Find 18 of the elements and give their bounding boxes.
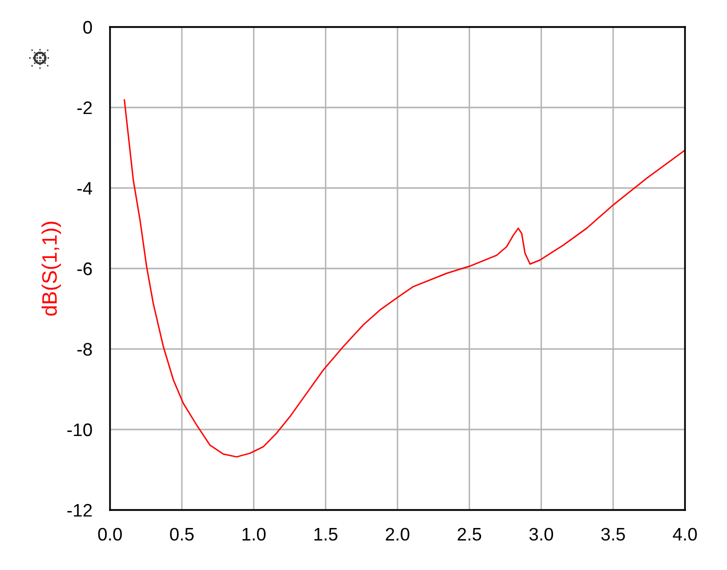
y-tick-label: -4 [77, 182, 92, 195]
x-tick-label: 3.0 [529, 528, 554, 541]
y-tick-label: -8 [77, 342, 92, 356]
x-tick-label: 1.5 [314, 528, 338, 541]
x-tick-label: 3.5 [601, 528, 625, 541]
line-series [124, 99, 685, 458]
y-tick-label: -10 [67, 423, 92, 436]
y-tick-label: 0 [83, 20, 92, 34]
y-tick-label: -12 [67, 504, 92, 517]
x-tick-label: 2.0 [386, 528, 410, 541]
y-tick-label: -2 [77, 101, 92, 114]
x-tick-label: 4.0 [672, 528, 697, 541]
y-tick-label: -6 [77, 262, 92, 276]
x-tick-label: 0.5 [170, 528, 194, 541]
x-tick-label: 0.0 [98, 528, 122, 541]
y-axis-title: dB(S(1,1)) [42, 222, 61, 316]
x-tick-label: 1.0 [242, 528, 266, 541]
x-tick-label: 2.5 [458, 528, 482, 541]
